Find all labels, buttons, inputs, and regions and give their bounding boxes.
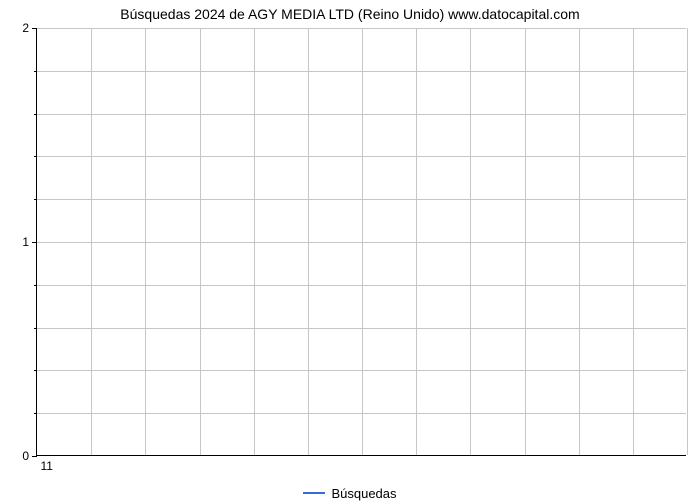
grid-line-horizontal xyxy=(37,413,686,414)
y-axis-minor-tick xyxy=(34,328,37,329)
y-axis-minor-tick xyxy=(34,71,37,72)
grid-line-horizontal xyxy=(37,328,686,329)
grid-line-horizontal xyxy=(37,199,686,200)
y-axis-tick-label: 0 xyxy=(22,449,29,463)
grid-line-horizontal xyxy=(37,285,686,286)
y-axis-minor-tick xyxy=(34,370,37,371)
plot-area: 01211 xyxy=(36,28,686,456)
grid-line-horizontal xyxy=(37,242,686,243)
grid-line-horizontal xyxy=(37,28,686,29)
legend-label: Búsquedas xyxy=(331,486,396,501)
y-axis-minor-tick xyxy=(34,156,37,157)
grid-line-horizontal xyxy=(37,370,686,371)
y-axis-tick-mark xyxy=(32,28,37,29)
chart-title: Búsquedas 2024 de AGY MEDIA LTD (Reino U… xyxy=(0,6,700,22)
legend-swatch xyxy=(303,492,325,494)
y-axis-tick-label: 1 xyxy=(22,235,29,249)
y-axis-tick-label: 2 xyxy=(22,21,29,35)
legend-item: Búsquedas xyxy=(303,486,396,501)
grid-line-horizontal xyxy=(37,156,686,157)
y-axis-minor-tick xyxy=(34,285,37,286)
y-axis-minor-tick xyxy=(34,413,37,414)
chart-container: Búsquedas 2024 de AGY MEDIA LTD (Reino U… xyxy=(0,0,700,500)
grid-line-horizontal xyxy=(37,114,686,115)
grid-line-vertical xyxy=(687,28,688,455)
y-axis-minor-tick xyxy=(34,114,37,115)
y-axis-tick-mark xyxy=(32,242,37,243)
y-axis-minor-tick xyxy=(34,199,37,200)
y-axis-tick-mark xyxy=(32,456,37,457)
grid-line-horizontal xyxy=(37,71,686,72)
x-axis-tick-label: 11 xyxy=(41,459,53,473)
legend: Búsquedas xyxy=(0,482,700,501)
